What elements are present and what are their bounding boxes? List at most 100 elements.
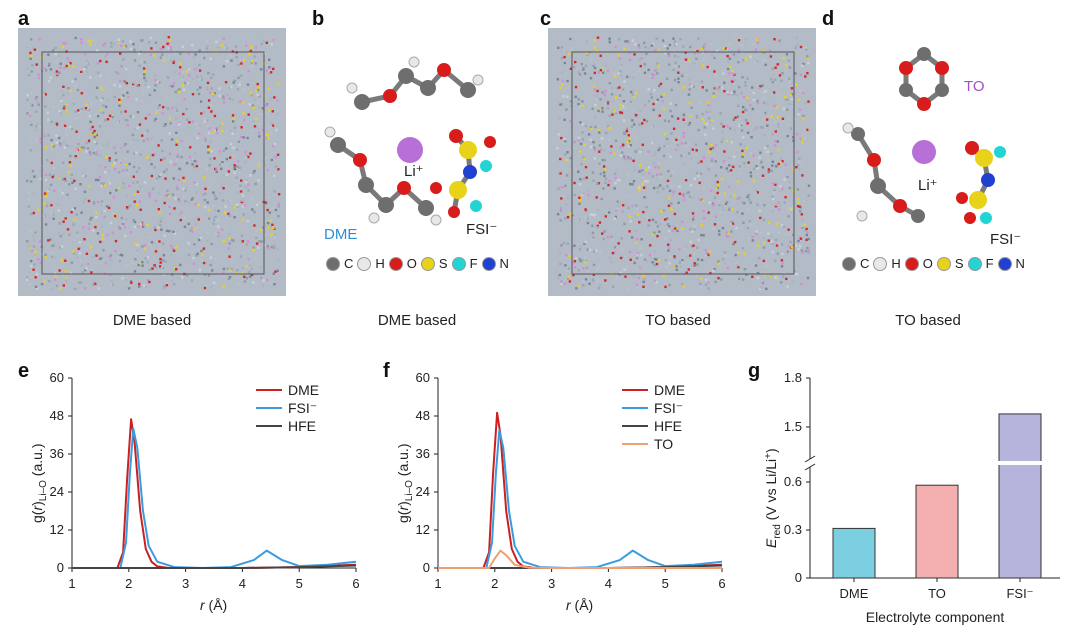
simulation-particle bbox=[76, 220, 80, 223]
simulation-particle bbox=[603, 93, 606, 97]
simulation-particle bbox=[233, 171, 236, 174]
simulation-particle bbox=[729, 195, 733, 199]
simulation-particle bbox=[185, 107, 188, 111]
simulation-particle bbox=[638, 186, 641, 189]
simulation-particle bbox=[714, 160, 717, 163]
label-to-d: TO bbox=[964, 78, 985, 95]
simulation-particle bbox=[569, 100, 573, 103]
simulation-particle bbox=[622, 204, 625, 207]
simulation-particle bbox=[630, 90, 633, 94]
simulation-particle bbox=[741, 58, 745, 62]
simulation-particle bbox=[738, 165, 742, 168]
simulation-particle bbox=[51, 106, 54, 109]
bar-break-gap bbox=[998, 461, 1042, 465]
simulation-particle bbox=[160, 265, 164, 269]
simulation-particle bbox=[567, 277, 570, 280]
simulation-particle bbox=[642, 186, 646, 189]
simulation-particle bbox=[724, 202, 728, 205]
simulation-particle bbox=[799, 45, 803, 49]
simulation-particle bbox=[136, 190, 140, 193]
simulation-particle bbox=[59, 286, 62, 290]
simulation-particle bbox=[584, 278, 588, 281]
simulation-particle bbox=[601, 137, 604, 140]
simulation-particle bbox=[614, 177, 617, 180]
simulation-particle bbox=[80, 41, 83, 44]
simulation-particle bbox=[148, 158, 151, 162]
simulation-particle bbox=[767, 232, 770, 235]
simulation-particle bbox=[143, 284, 146, 287]
simulation-particle bbox=[720, 166, 723, 169]
simulation-particle bbox=[581, 138, 585, 141]
simulation-particle bbox=[245, 265, 248, 268]
simulation-particle bbox=[709, 110, 712, 113]
simulation-particle bbox=[560, 280, 563, 283]
simulation-particle bbox=[113, 168, 117, 171]
simulation-particle bbox=[173, 70, 176, 74]
y-tick-label: 24 bbox=[416, 484, 430, 499]
simulation-particle bbox=[595, 249, 598, 252]
simulation-particle bbox=[568, 212, 572, 215]
simulation-particle bbox=[667, 199, 671, 203]
simulation-particle bbox=[114, 249, 117, 253]
simulation-particle bbox=[28, 245, 31, 248]
simulation-particle bbox=[232, 81, 235, 84]
simulation-particle bbox=[580, 62, 583, 66]
simulation-particle bbox=[228, 237, 232, 240]
simulation-particle bbox=[805, 227, 808, 231]
simulation-particle bbox=[772, 191, 775, 194]
simulation-particle bbox=[723, 150, 726, 153]
simulation-particle bbox=[564, 184, 567, 187]
simulation-particle bbox=[715, 75, 718, 78]
simulation-particle bbox=[803, 101, 807, 105]
simulation-particle bbox=[787, 228, 790, 231]
simulation-particle bbox=[706, 65, 709, 69]
simulation-particle bbox=[751, 107, 754, 111]
simulation-particle bbox=[672, 127, 676, 130]
simulation-particle bbox=[90, 102, 93, 105]
simulation-particle bbox=[581, 267, 585, 270]
simulation-particle bbox=[635, 92, 638, 95]
simulation-particle bbox=[798, 245, 802, 248]
simulation-particle bbox=[695, 149, 698, 152]
simulation-particle bbox=[573, 266, 577, 269]
simulation-particle bbox=[126, 119, 129, 122]
simulation-particle bbox=[736, 115, 739, 118]
simulation-particle bbox=[710, 42, 713, 46]
simulation-particle bbox=[628, 215, 632, 218]
simulation-particle bbox=[99, 164, 102, 168]
simulation-particle bbox=[601, 91, 604, 94]
simulation-particle bbox=[175, 106, 178, 109]
simulation-particle bbox=[232, 239, 235, 242]
simulation-particle bbox=[50, 138, 53, 142]
simulation-particle bbox=[705, 251, 709, 255]
simulation-particle bbox=[807, 248, 810, 252]
simulation-particle bbox=[597, 182, 601, 185]
simulation-particle bbox=[30, 259, 33, 263]
simulation-particle bbox=[682, 113, 686, 117]
simulation-particle bbox=[65, 133, 68, 136]
simulation-particle bbox=[807, 251, 810, 254]
simulation-particle bbox=[161, 112, 164, 115]
simulation-particle bbox=[567, 52, 571, 56]
simulation-particle bbox=[199, 100, 203, 103]
simulation-particle bbox=[736, 93, 739, 97]
simulation-particle bbox=[237, 191, 240, 194]
simulation-particle bbox=[760, 286, 763, 289]
simulation-particle bbox=[588, 248, 592, 251]
simulation-particle bbox=[803, 223, 806, 227]
simulation-particle bbox=[659, 222, 662, 226]
simulation-particle bbox=[641, 183, 644, 186]
simulation-particle bbox=[787, 245, 790, 248]
simulation-particle bbox=[93, 202, 96, 205]
simulation-particle bbox=[729, 127, 732, 130]
simulation-particle bbox=[210, 286, 213, 289]
simulation-particle bbox=[756, 167, 760, 170]
simulation-particle bbox=[126, 123, 130, 127]
simulation-particle bbox=[259, 113, 262, 116]
simulation-particle bbox=[650, 125, 654, 128]
atom-symbol: N bbox=[1015, 256, 1025, 271]
simulation-particle bbox=[725, 167, 728, 170]
simulation-particle bbox=[678, 192, 682, 195]
simulation-particle bbox=[55, 60, 58, 64]
simulation-particle bbox=[117, 252, 120, 255]
